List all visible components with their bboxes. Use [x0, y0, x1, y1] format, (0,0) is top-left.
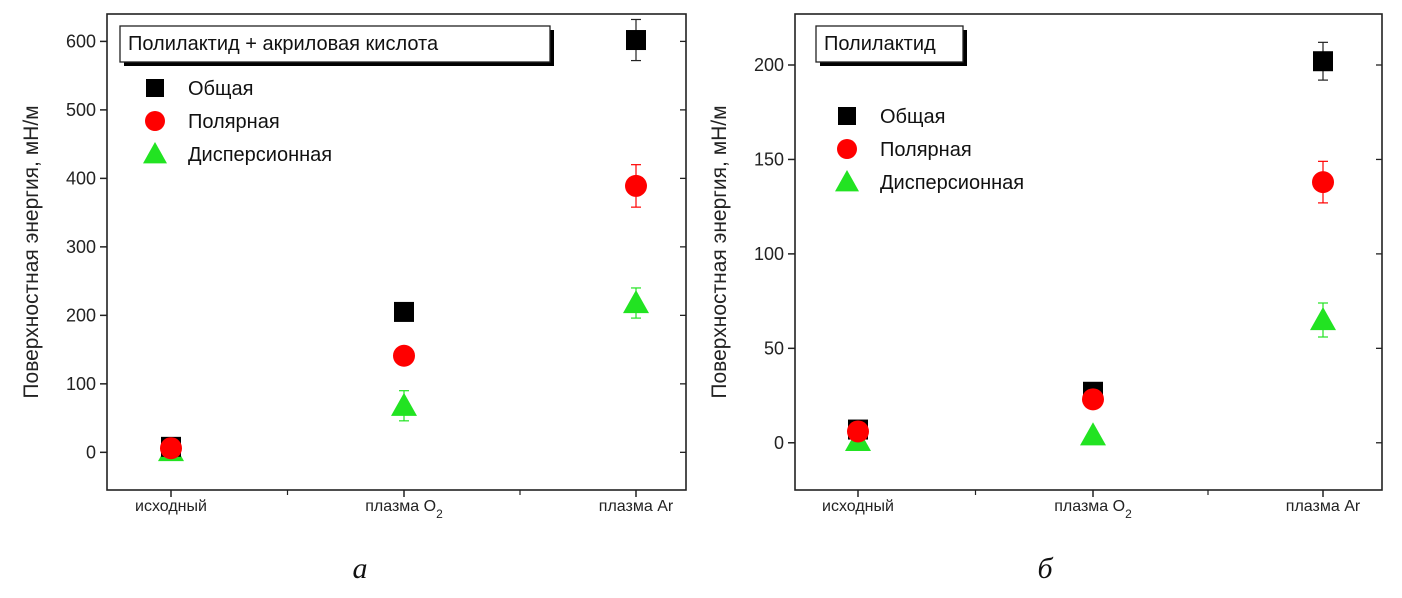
y-tick-label: 200	[754, 55, 784, 75]
chart-panel-a: 0 100 200 300 400 500 600 исходный плазма O2 плаз…	[20, 13, 687, 585]
data-point-triangle	[1080, 422, 1106, 446]
legend-label: Дисперсионная	[880, 172, 1024, 194]
y-tick-label: 0	[774, 433, 784, 453]
y-axis-label: Поверхностная энергия, мН/м	[708, 105, 731, 398]
panel-title: Полилактид	[824, 33, 936, 55]
legend-label: Полярная	[880, 139, 972, 161]
x-tick-label: исходный	[135, 498, 207, 515]
y-tick-label: 300	[66, 237, 96, 257]
legend-marker-triangle	[835, 170, 859, 192]
data-point-circle	[1312, 171, 1334, 194]
data-point-circle	[160, 437, 182, 460]
title-box	[815, 25, 964, 63]
data-point-circle	[393, 344, 415, 367]
panel-caption: б	[1037, 552, 1053, 585]
y-tick-label: 500	[66, 100, 96, 120]
legend-label: Общая	[880, 106, 945, 128]
x-tick-label: плазма Ar	[599, 498, 674, 515]
y-tick-label: 200	[66, 305, 96, 325]
legend-marker-triangle	[143, 142, 167, 164]
data-point-circle	[1082, 388, 1104, 411]
y-tick-label: 150	[754, 149, 784, 169]
legend-marker-square	[838, 107, 856, 125]
x-tick-label: исходный	[822, 498, 894, 515]
y-tick-label: 50	[764, 338, 784, 358]
data-point-square	[626, 30, 646, 51]
data-point-triangle	[623, 290, 649, 314]
y-tick-label: 0	[86, 442, 96, 462]
data-point-circle	[847, 420, 869, 443]
plot-frame	[794, 13, 1383, 491]
legend-marker-square	[146, 79, 164, 97]
legend-marker-circle	[837, 139, 857, 159]
y-tick-label: 400	[66, 168, 96, 188]
legend-label: Полярная	[188, 111, 280, 133]
x-tick-label: плазма O2	[365, 498, 443, 521]
y-axis-label: Поверхностная энергия, мН/м	[20, 105, 43, 398]
y-tick-label: 100	[754, 244, 784, 264]
x-tick-label: плазма O2	[1054, 498, 1132, 521]
panel-title: Полилактид + акриловая кислота	[128, 33, 439, 55]
plot-frame	[106, 13, 687, 491]
x-tick-label: плазма Ar	[1286, 498, 1361, 515]
data-point-triangle	[391, 392, 417, 416]
legend-label: Дисперсионная	[188, 144, 332, 166]
data-point-triangle	[1310, 307, 1336, 331]
y-tick-label: 100	[66, 374, 96, 394]
y-tick-label: 600	[66, 31, 96, 51]
data-point-circle	[625, 174, 647, 197]
chart-panel-b: 0 50 100 150 200 исходный плазма O2 плазма Ar По…	[708, 13, 1383, 585]
title-box	[119, 25, 551, 63]
panel-caption: а	[353, 552, 368, 585]
data-point-square	[394, 301, 414, 322]
legend-marker-circle	[145, 111, 165, 131]
data-point-square	[1313, 51, 1333, 72]
legend-label: Общая	[188, 78, 253, 100]
